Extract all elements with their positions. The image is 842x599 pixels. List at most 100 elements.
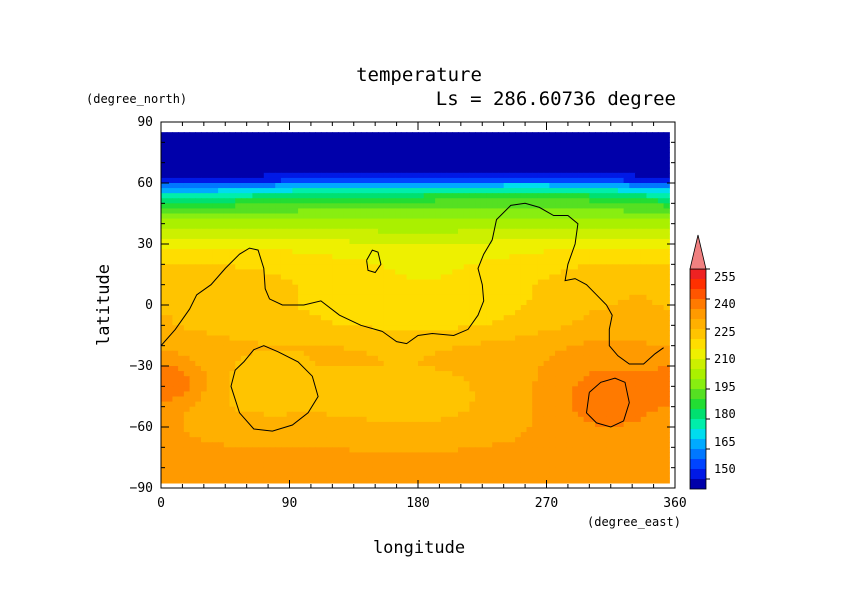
field-cell	[189, 147, 196, 154]
field-cell	[286, 325, 293, 332]
field-cell	[418, 249, 425, 255]
field-cell	[298, 305, 305, 311]
field-cell	[543, 396, 550, 403]
field-cell	[509, 177, 516, 184]
field-cell	[452, 218, 459, 225]
field-cell	[389, 320, 396, 326]
field-cell	[280, 299, 288, 306]
field-cell	[629, 366, 636, 372]
field-cell	[509, 157, 516, 164]
field-cell	[286, 193, 293, 199]
field-cell	[486, 310, 493, 316]
field-cell	[355, 335, 362, 342]
field-cell	[240, 391, 248, 398]
field-cell	[378, 406, 385, 413]
field-cell	[623, 183, 630, 189]
field-cell	[600, 396, 608, 403]
field-cell	[195, 371, 202, 377]
field-cell	[480, 167, 488, 174]
field-cell	[657, 315, 665, 321]
field-cell	[595, 325, 602, 332]
field-cell	[355, 147, 362, 154]
field-cell	[629, 269, 636, 276]
field-cell	[583, 223, 590, 230]
field-cell	[206, 137, 213, 143]
field-cell	[418, 396, 425, 403]
field-cell	[532, 233, 539, 240]
field-cell	[600, 406, 608, 413]
field-cell	[577, 249, 585, 255]
field-cell	[326, 208, 333, 215]
field-cell	[309, 203, 316, 210]
field-cell	[406, 147, 413, 154]
field-cell	[543, 289, 550, 296]
field-cell	[589, 330, 596, 337]
field-cell	[166, 142, 174, 149]
field-cell	[589, 142, 596, 149]
field-cell	[595, 238, 602, 245]
field-cell	[246, 172, 253, 179]
field-cell	[263, 264, 271, 271]
field-cell	[543, 310, 550, 316]
field-cell	[178, 132, 185, 138]
field-cell	[589, 279, 596, 286]
field-cell	[218, 188, 225, 194]
field-cell	[366, 401, 373, 408]
field-cell	[566, 320, 573, 326]
field-cell	[520, 325, 528, 332]
field-cell	[463, 152, 470, 159]
field-cell	[526, 391, 533, 398]
field-cell	[623, 274, 630, 281]
field-cell	[246, 223, 253, 230]
field-cell	[263, 360, 271, 367]
field-cell	[349, 254, 356, 260]
field-cell	[195, 132, 202, 138]
field-cell	[406, 396, 413, 403]
field-cell	[166, 203, 174, 210]
field-cell	[423, 381, 431, 387]
field-cell	[200, 360, 208, 367]
field-cell	[332, 162, 339, 169]
field-cell	[475, 218, 482, 225]
field-cell	[429, 406, 436, 413]
field-cell	[360, 193, 368, 199]
field-cell	[617, 223, 625, 230]
field-cell	[457, 350, 465, 357]
field-cell	[577, 274, 585, 281]
field-cell	[435, 401, 442, 408]
field-cell	[480, 376, 488, 382]
field-cell	[315, 254, 322, 260]
field-cell	[378, 208, 385, 215]
field-cell	[195, 391, 202, 398]
field-cell	[503, 386, 510, 393]
field-cell	[583, 147, 590, 154]
field-cell	[280, 132, 288, 138]
field-cell	[195, 208, 202, 215]
field-cell	[520, 177, 528, 184]
field-cell	[258, 244, 265, 250]
field-cell	[326, 223, 333, 230]
field-cell	[338, 269, 345, 276]
field-cell	[223, 299, 231, 306]
field-cell	[617, 198, 625, 204]
field-cell	[503, 203, 510, 210]
field-cell	[235, 244, 242, 250]
field-cell	[657, 330, 665, 337]
field-cell	[583, 355, 590, 362]
field-cell	[532, 411, 539, 418]
field-cell	[303, 315, 311, 321]
field-cell	[595, 259, 602, 265]
field-cell	[526, 233, 533, 240]
field-cell	[515, 391, 522, 398]
field-cell	[560, 142, 568, 149]
field-cell	[560, 172, 568, 179]
field-cell	[617, 213, 625, 220]
field-cell	[429, 386, 436, 393]
field-cell	[583, 228, 590, 235]
field-cell	[520, 142, 528, 149]
field-cell	[343, 157, 351, 164]
field-cell	[395, 315, 402, 321]
field-cell	[623, 396, 630, 403]
field-cell	[635, 147, 642, 154]
field-cell	[503, 142, 510, 149]
